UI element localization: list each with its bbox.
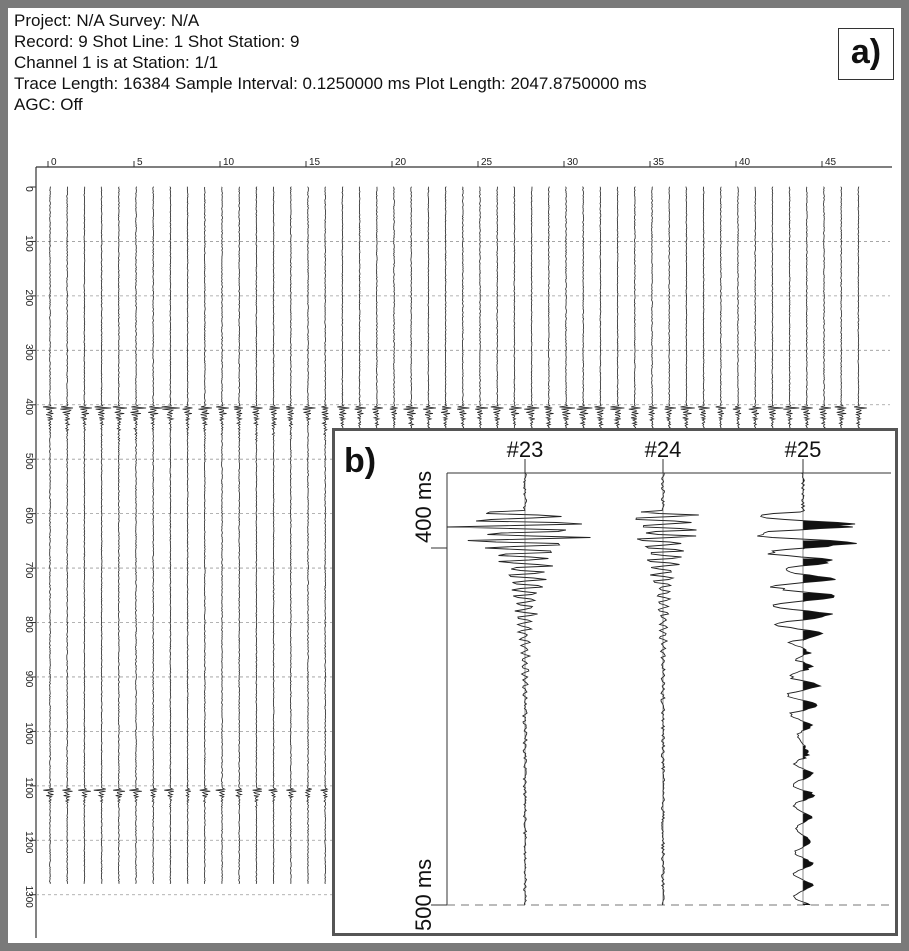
seismic-trace [268,186,280,884]
time-tick-label: 400 [23,398,34,415]
time-tick-label: 700 [23,562,34,579]
header-line-agc: AGC: Off [14,95,83,114]
seismic-trace [42,186,57,884]
time-tick-label: 1000 [23,722,34,745]
header-line-trace-length: Trace Length: 16384 Sample Interval: 0.1… [14,74,647,93]
seismic-trace [161,186,180,885]
channel-tick-label: 35 [653,157,665,168]
header-line-channel: Channel 1 is at Station: 1/1 [14,53,219,72]
inset-trace-label: #23 [507,437,544,462]
time-tick-label: 1300 [23,886,34,909]
time-tick-label: 1200 [23,831,34,854]
panel-b-inset: 400 ms 500 ms #23 #24 #25 [332,428,898,936]
channel-tick-label: 0 [51,157,57,168]
channel-tick-label: 40 [739,157,751,168]
seismic-plot-b: 400 ms 500 ms #23 #24 #25 [411,437,891,931]
panel-b-content: 400 ms 500 ms #23 #24 #25 [411,437,891,931]
time-tick-label: 600 [23,507,34,524]
time-tick-label: 900 [23,671,34,688]
seismic-trace [320,186,329,884]
time-tick-label: 800 [23,616,34,633]
seismic-trace [129,186,147,884]
header-line-record: Record: 9 Shot Line: 1 Shot Station: 9 [14,32,300,51]
channel-tick-label: 15 [309,157,321,168]
seismic-trace [148,186,163,884]
seismic-trace [215,186,229,884]
panel-a-label: a) [838,28,894,80]
seismic-trace [233,186,244,885]
time-tick-label: 500 [23,453,34,470]
channel-tick-label: 10 [223,157,235,168]
inset-bottom-time-label: 500 ms [411,859,436,931]
inset-seismic-trace [446,472,591,906]
inset-trace-fill [803,479,857,905]
header-info: Project: N/A Survey: N/A Record: 9 Shot … [14,10,884,115]
time-tick-label: 300 [23,344,34,361]
inset-seismic-trace [635,472,699,906]
inset-trace-label: #24 [645,437,682,462]
header-line-project: Project: N/A Survey: N/A [14,11,200,30]
channel-tick-label: 25 [481,157,493,168]
time-tick-label: 0 [23,186,34,192]
inset-trace-label: #25 [785,437,822,462]
channel-tick-label: 5 [137,157,143,168]
time-tick-label: 200 [23,290,34,307]
seismic-trace [302,186,316,884]
time-tick-label: 1100 [23,777,34,799]
channel-tick-label: 30 [567,157,579,168]
seismic-trace [93,186,112,884]
time-tick-label: 100 [23,235,34,252]
seismic-trace [198,186,212,884]
panel-b-label: b) [344,442,377,480]
seismic-trace [182,186,193,884]
seismic-trace [250,186,263,884]
channel-tick-label: 45 [825,157,837,168]
seismic-trace [286,186,297,884]
inset-top-time-label: 400 ms [411,471,436,543]
seismic-trace [112,186,128,884]
seismic-trace [78,186,92,884]
channel-tick-label: 20 [395,157,407,168]
seismic-trace [60,186,74,884]
